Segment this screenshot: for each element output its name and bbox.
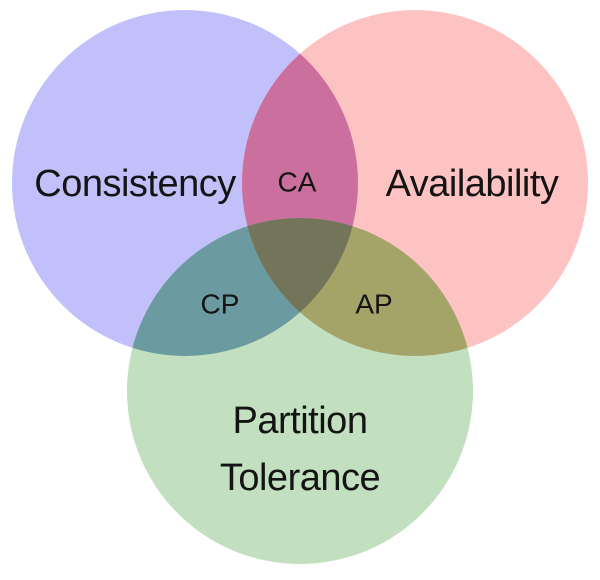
consistency-label: Consistency <box>34 163 236 205</box>
partition-tolerance-label-line1: Partition <box>233 400 368 442</box>
ca-label: CA <box>278 167 317 198</box>
cp-label: CP <box>201 289 240 320</box>
ap-overlap-region <box>242 218 473 356</box>
cp-overlap-region <box>127 218 358 356</box>
partition-tolerance-label-line2: Tolerance <box>220 457 380 499</box>
ap-label: AP <box>355 289 392 320</box>
availability-label: Availability <box>386 163 559 205</box>
